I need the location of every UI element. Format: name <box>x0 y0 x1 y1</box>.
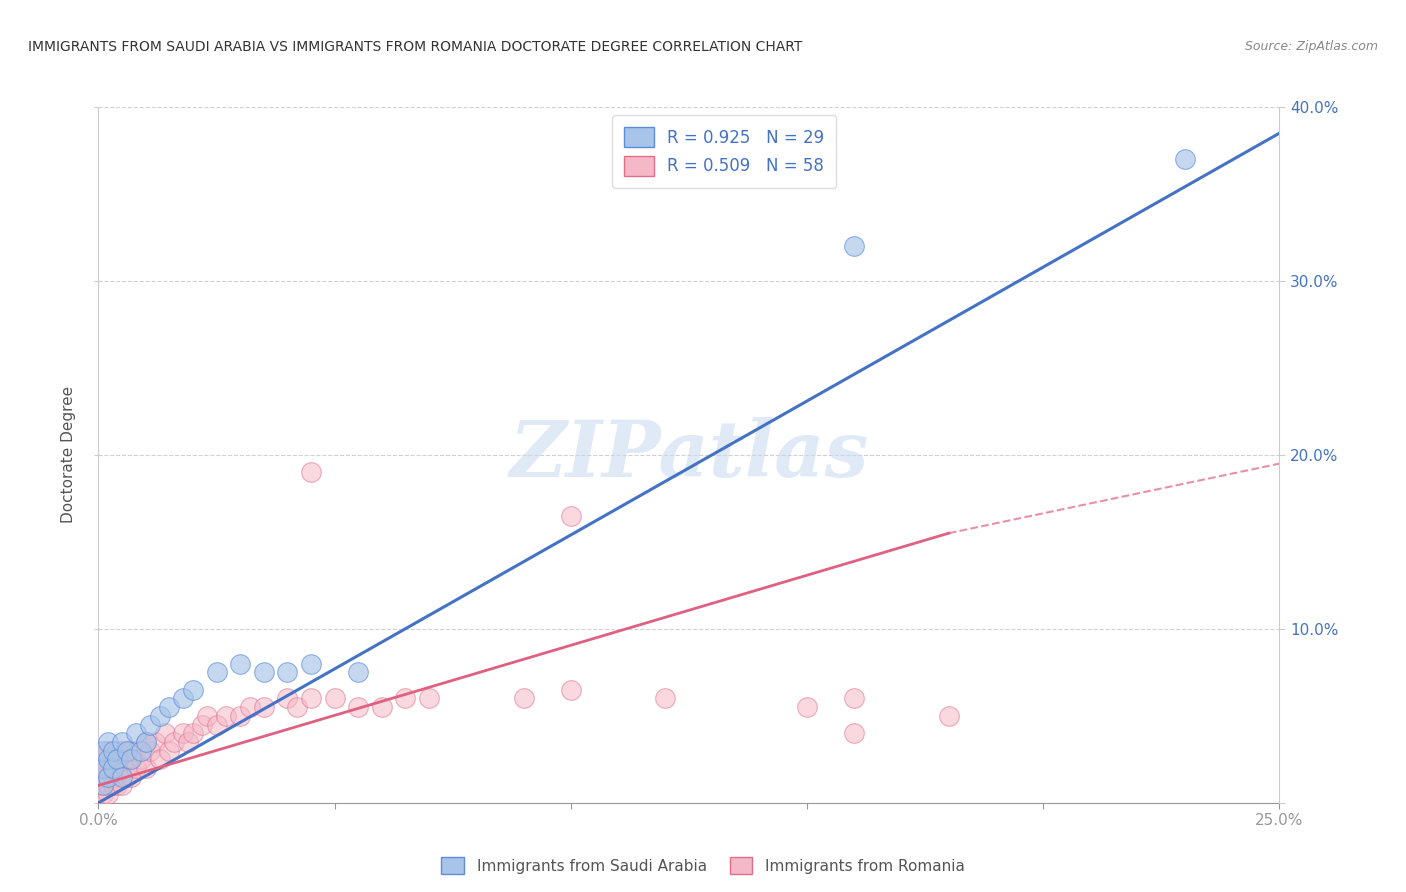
Point <box>91 761 114 775</box>
Point <box>97 761 120 775</box>
Point <box>560 682 582 697</box>
Point <box>285 700 308 714</box>
Point <box>276 665 298 680</box>
Point <box>111 770 134 784</box>
Point <box>844 726 866 740</box>
Point <box>91 744 114 758</box>
Point <box>115 752 138 766</box>
Point <box>101 778 124 793</box>
Point <box>101 761 124 775</box>
Point <box>347 665 370 680</box>
Point <box>149 752 172 766</box>
Point <box>111 761 134 775</box>
Point <box>157 700 180 714</box>
Point <box>299 657 322 671</box>
Point <box>299 466 322 480</box>
Point <box>654 691 676 706</box>
Point <box>191 717 214 731</box>
Point <box>129 752 152 766</box>
Point <box>97 770 120 784</box>
Point <box>135 761 157 775</box>
Point <box>371 700 394 714</box>
Point <box>163 735 186 749</box>
Point <box>91 761 114 775</box>
Point <box>111 744 134 758</box>
Point <box>125 761 148 775</box>
Point <box>938 708 960 723</box>
Point <box>105 761 128 775</box>
Point <box>139 744 162 758</box>
Point <box>91 752 114 766</box>
Point <box>157 744 180 758</box>
Point <box>205 665 228 680</box>
Point <box>177 735 200 749</box>
Y-axis label: Doctorate Degree: Doctorate Degree <box>60 386 76 524</box>
Point <box>394 691 416 706</box>
Point <box>97 744 120 758</box>
Point <box>1174 152 1197 166</box>
Point <box>253 665 276 680</box>
Point <box>276 691 298 706</box>
Point <box>135 735 157 749</box>
Point <box>91 770 114 784</box>
Point <box>101 761 124 775</box>
Point <box>105 752 128 766</box>
Point <box>97 735 120 749</box>
Text: Source: ZipAtlas.com: Source: ZipAtlas.com <box>1244 40 1378 54</box>
Point <box>91 778 114 793</box>
Point <box>115 770 138 784</box>
Point <box>135 735 157 749</box>
Point <box>844 239 866 253</box>
Point <box>347 700 370 714</box>
Point <box>153 726 176 740</box>
Point <box>121 744 143 758</box>
Point <box>105 778 128 793</box>
Point <box>111 735 134 749</box>
Point <box>796 700 818 714</box>
Point <box>181 726 204 740</box>
Point <box>125 744 148 758</box>
Point <box>512 691 534 706</box>
Point <box>229 657 252 671</box>
Point <box>121 752 143 766</box>
Point <box>115 744 138 758</box>
Point <box>844 691 866 706</box>
Point <box>323 691 346 706</box>
Point <box>418 691 440 706</box>
Point <box>229 708 252 723</box>
Point <box>105 744 128 758</box>
Point <box>97 787 120 801</box>
Point <box>101 752 124 766</box>
Point <box>97 778 120 793</box>
Point <box>172 691 194 706</box>
Point <box>101 744 124 758</box>
Point <box>560 508 582 523</box>
Point <box>129 744 152 758</box>
Point <box>125 726 148 740</box>
Point <box>239 700 262 714</box>
Point <box>205 717 228 731</box>
Legend: Immigrants from Saudi Arabia, Immigrants from Romania: Immigrants from Saudi Arabia, Immigrants… <box>436 851 970 880</box>
Point <box>101 770 124 784</box>
Point <box>97 752 120 766</box>
Point <box>181 682 204 697</box>
Text: ZIPatlas: ZIPatlas <box>509 417 869 493</box>
Point <box>91 787 114 801</box>
Text: IMMIGRANTS FROM SAUDI ARABIA VS IMMIGRANTS FROM ROMANIA DOCTORATE DEGREE CORRELA: IMMIGRANTS FROM SAUDI ARABIA VS IMMIGRAN… <box>28 40 803 54</box>
Point <box>91 778 114 793</box>
Point <box>121 770 143 784</box>
Point <box>143 735 166 749</box>
Point <box>299 691 322 706</box>
Point <box>139 717 162 731</box>
Point <box>172 726 194 740</box>
Point <box>253 700 276 714</box>
Legend: R = 0.925   N = 29, R = 0.509   N = 58: R = 0.925 N = 29, R = 0.509 N = 58 <box>613 115 837 187</box>
Point <box>149 708 172 723</box>
Point <box>111 778 134 793</box>
Point <box>195 708 218 723</box>
Point <box>215 708 238 723</box>
